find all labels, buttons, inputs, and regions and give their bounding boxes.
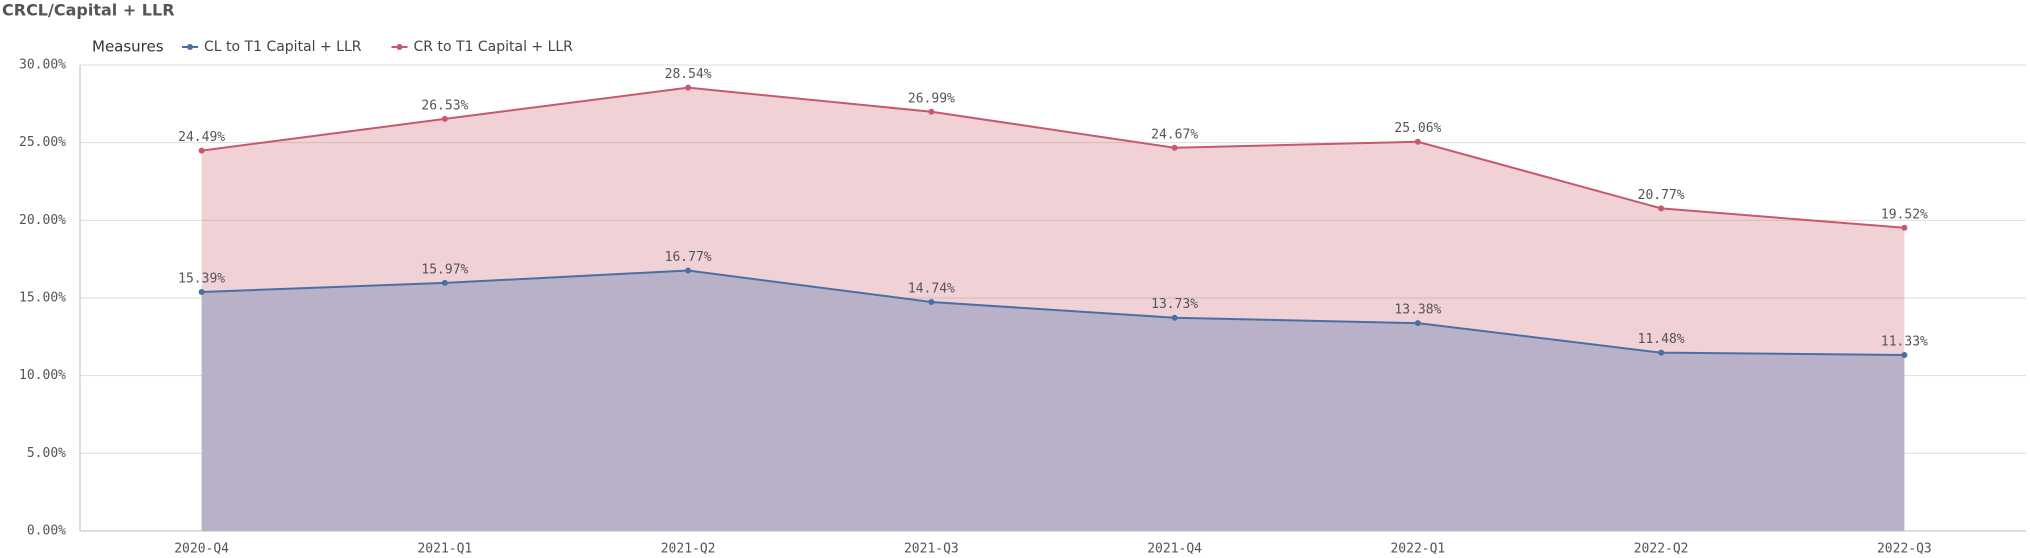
data-label: 24.67% [1151,127,1198,142]
y-tick-label: 0.00% [27,524,66,539]
point [441,279,448,286]
data-label: 20.77% [1638,188,1685,203]
point [441,115,448,122]
data-label: 26.53% [421,98,468,113]
legend-label: CR to T1 Capital + LLR [414,39,574,55]
data-label: 28.54% [665,67,712,82]
point [928,299,935,306]
point [1658,349,1665,356]
data-label: 24.49% [178,130,225,145]
y-tick-label: 15.00% [19,291,66,306]
data-label: 26.99% [908,91,955,106]
point [1171,314,1178,321]
data-label: 11.33% [1881,335,1928,350]
point [1414,138,1421,145]
line [201,269,1905,357]
line [201,86,1905,229]
point [198,288,205,295]
chart-title: CRCL/Capital + LLR [2,1,175,20]
data-label: 25.06% [1394,121,1441,136]
data-label: 13.38% [1394,303,1441,318]
legend-swatch [187,44,193,50]
x-tick-label: 2022-Q1 [1390,542,1445,557]
point [1658,205,1665,212]
x-tick-label: 2020-Q4 [174,542,229,557]
point [1901,352,1908,359]
data-label: 15.97% [421,262,468,277]
x-tick-label: 2021-Q3 [904,542,959,557]
data-label: 15.39% [178,271,225,286]
legend-label: CL to T1 Capital + LLR [204,39,362,55]
x-tick-label: 2021-Q1 [417,542,472,557]
point [1414,320,1421,327]
data-label: 11.48% [1638,332,1685,347]
data-label: 14.74% [908,282,955,297]
y-tick-label: 5.00% [27,446,66,461]
x-tick-label: 2021-Q2 [661,542,716,557]
point [685,84,692,91]
point [928,108,935,115]
legend-title: Measures [92,38,164,56]
y-tick-label: 30.00% [19,58,66,73]
data-label: 13.73% [1151,297,1198,312]
point [685,267,692,274]
point [1171,144,1178,151]
x-tick-label: 2021-Q4 [1147,542,1202,557]
x-tick-label: 2022-Q2 [1634,542,1689,557]
point [1901,224,1908,231]
legend-swatch [396,44,403,50]
y-tick-label: 25.00% [19,135,66,150]
point [198,147,205,154]
data-label: 19.52% [1881,207,1928,222]
area [201,270,1905,531]
data-label: 16.77% [665,250,712,265]
y-tick-label: 10.00% [19,368,66,383]
y-tick-label: 20.00% [19,213,66,228]
x-tick-label: 2022-Q3 [1877,542,1932,557]
